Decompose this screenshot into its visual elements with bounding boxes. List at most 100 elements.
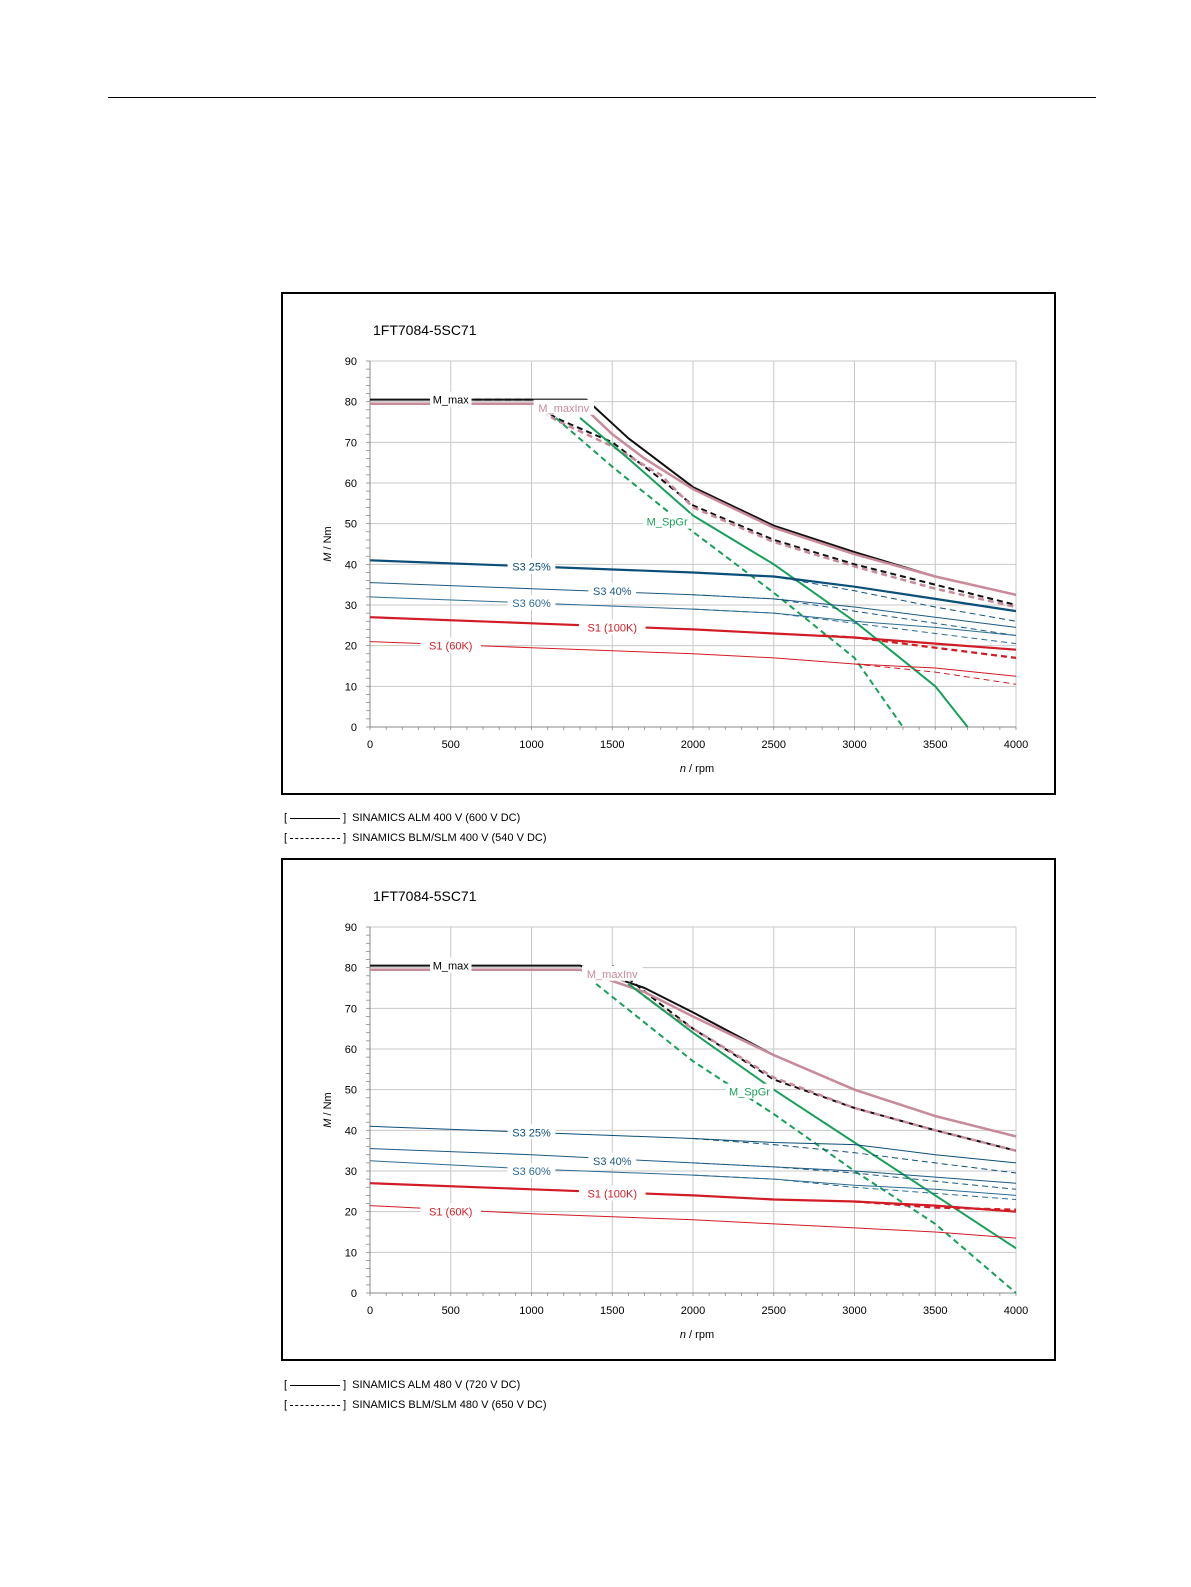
x-tick-label: 4000 [1004,1305,1028,1317]
series-label: M_SpGr [647,517,688,529]
x-axis-label: n / rpm [680,763,714,775]
series-s1-100k-dashed [854,1200,1017,1211]
series-label-bg [507,558,556,574]
series-m-spgr-solid [627,983,1017,1250]
series-label: S3 60% [512,598,551,610]
x-tick-label: 4000 [1004,739,1028,751]
y-tick-label: 60 [345,1044,357,1056]
series-label-bg [420,1203,481,1219]
x-tick-label: 1000 [519,739,543,751]
x-tick-label: 3000 [842,1305,866,1317]
series-label: M_SpGr [729,1087,770,1099]
series-m-max-dashed [611,964,1017,1152]
axes [366,360,1017,730]
legend-dash-line-icon [290,837,341,839]
legend-2-solid: [] SINAMICS ALM 480 V (720 V DC) [284,1375,547,1395]
y-tick-label: 30 [345,600,357,612]
series-label: S3 40% [593,1156,632,1168]
legend-2-solid-label: SINAMICS ALM 480 V (720 V DC) [352,1379,521,1391]
x-tick-label: 1500 [600,739,624,751]
series-label: M_maxInv [538,403,589,415]
axes [366,926,1017,1296]
x-axis-label: n / rpm [680,1329,714,1341]
x-tick-label: 3000 [842,739,866,751]
y-tick-label: 90 [345,922,357,934]
series-s3-40-dashed [692,594,1017,636]
y-tick-label: 70 [345,437,357,449]
series-label: M_max [433,961,470,973]
series-label-bg [507,1124,556,1140]
x-tick-label: 3500 [923,1305,947,1317]
series-s3-60-dashed [692,1174,1017,1200]
legend-dash-line-icon [290,1404,341,1406]
legend-2: [] SINAMICS ALM 480 V (720 V DC) [] SINA… [284,1375,547,1415]
legend-1-dash: [] SINAMICS BLM/SLM 400 V (540 V DC) [284,828,547,848]
x-tick-label: 500 [442,739,460,751]
series-label-bg [430,957,472,973]
legend-1-solid: [] SINAMICS ALM 400 V (600 V DC) [284,808,547,828]
x-tick-label: 500 [442,1305,460,1317]
series-label: S1 (60K) [429,1207,472,1219]
series-label-bg [578,1185,646,1201]
header-rule [108,97,1096,98]
chart-title: 1FT7084-5SC71 [373,888,477,904]
series-label-bg [582,965,643,981]
x-tick-label: 2000 [681,739,705,751]
series-s1-100k-dashed [822,634,1017,659]
series-s1-100k-solid [369,616,1017,651]
y-tick-label: 90 [345,356,357,368]
y-tick-label: 50 [345,519,357,531]
series-m-maxinv-dashed [611,970,1017,1152]
x-tick-label: 0 [367,739,373,751]
y-tick-label: 20 [345,1207,357,1219]
series-label-bg [430,391,472,407]
legend-solid-line-icon [290,1384,341,1386]
y-tick-label: 0 [351,1288,357,1300]
legend-1-solid-label: SINAMICS ALM 400 V (600 V DC) [352,812,521,824]
y-tick-label: 50 [345,1085,357,1097]
legend-1-dash-label: SINAMICS BLM/SLM 400 V (540 V DC) [352,832,547,844]
series-labels: M_max M_maxInv M_SpGr S3 25% S3 40% S3 60% S1 … [420,391,692,653]
series-label: S1 (60K) [429,641,472,653]
chart-frame-1: 1FT7084-5SC71 0 500 1000 1500 2000 2500 3000 350… [281,292,1056,795]
series-label-bg [420,637,481,653]
x-tick-label: 0 [367,1305,373,1317]
y-tick-label: 80 [345,397,357,409]
x-tick-label: 2500 [762,1305,786,1317]
series-label: S3 25% [512,561,551,573]
series-label-bg [725,1083,774,1099]
y-tick-label: 10 [345,1247,357,1259]
series-label: M_maxInv [587,969,638,981]
series-m-spgr-solid [579,417,969,728]
series-label-bg [507,594,556,610]
legend-1: [] SINAMICS ALM 400 V (600 V DC) [] SINA… [284,808,547,848]
legend-solid-line-icon [290,817,341,819]
series-label: S3 40% [593,586,632,598]
series-s1-100k-solid [369,1182,1017,1213]
y-tick-label: 70 [345,1003,357,1015]
series-label-bg [643,513,692,529]
y-tick-label: 0 [351,722,357,734]
series-labels: M_max M_maxInv M_SpGr S3 25% S3 40% S3 60% S1 … [420,957,774,1219]
x-tick-label: 1500 [600,1305,624,1317]
series-group [369,964,1017,1294]
series-label: M_max [433,395,470,407]
series-label: S3 60% [512,1166,551,1178]
y-tick-label: 60 [345,478,357,490]
legend-2-dash-label: SINAMICS BLM/SLM 480 V (650 V DC) [352,1399,547,1411]
series-s3-60-dashed [692,608,1017,645]
y-tick-label: 30 [345,1166,357,1178]
series-s3-40-dashed [692,1162,1017,1190]
series-s1-60k-dashed [854,663,1017,685]
series-m-spgr-dashed [595,983,1017,1294]
series-label-bg [507,1163,556,1178]
legend-2-dash: [] SINAMICS BLM/SLM 480 V (650 V DC) [284,1395,547,1415]
series-label: S3 25% [512,1127,551,1139]
y-tick-label: 80 [345,963,357,975]
y-tick-label: 40 [345,1125,357,1137]
y-tick-label: 20 [345,641,357,653]
series-s1-60k-solid [369,1205,1017,1239]
y-tick-label: 40 [345,559,357,571]
